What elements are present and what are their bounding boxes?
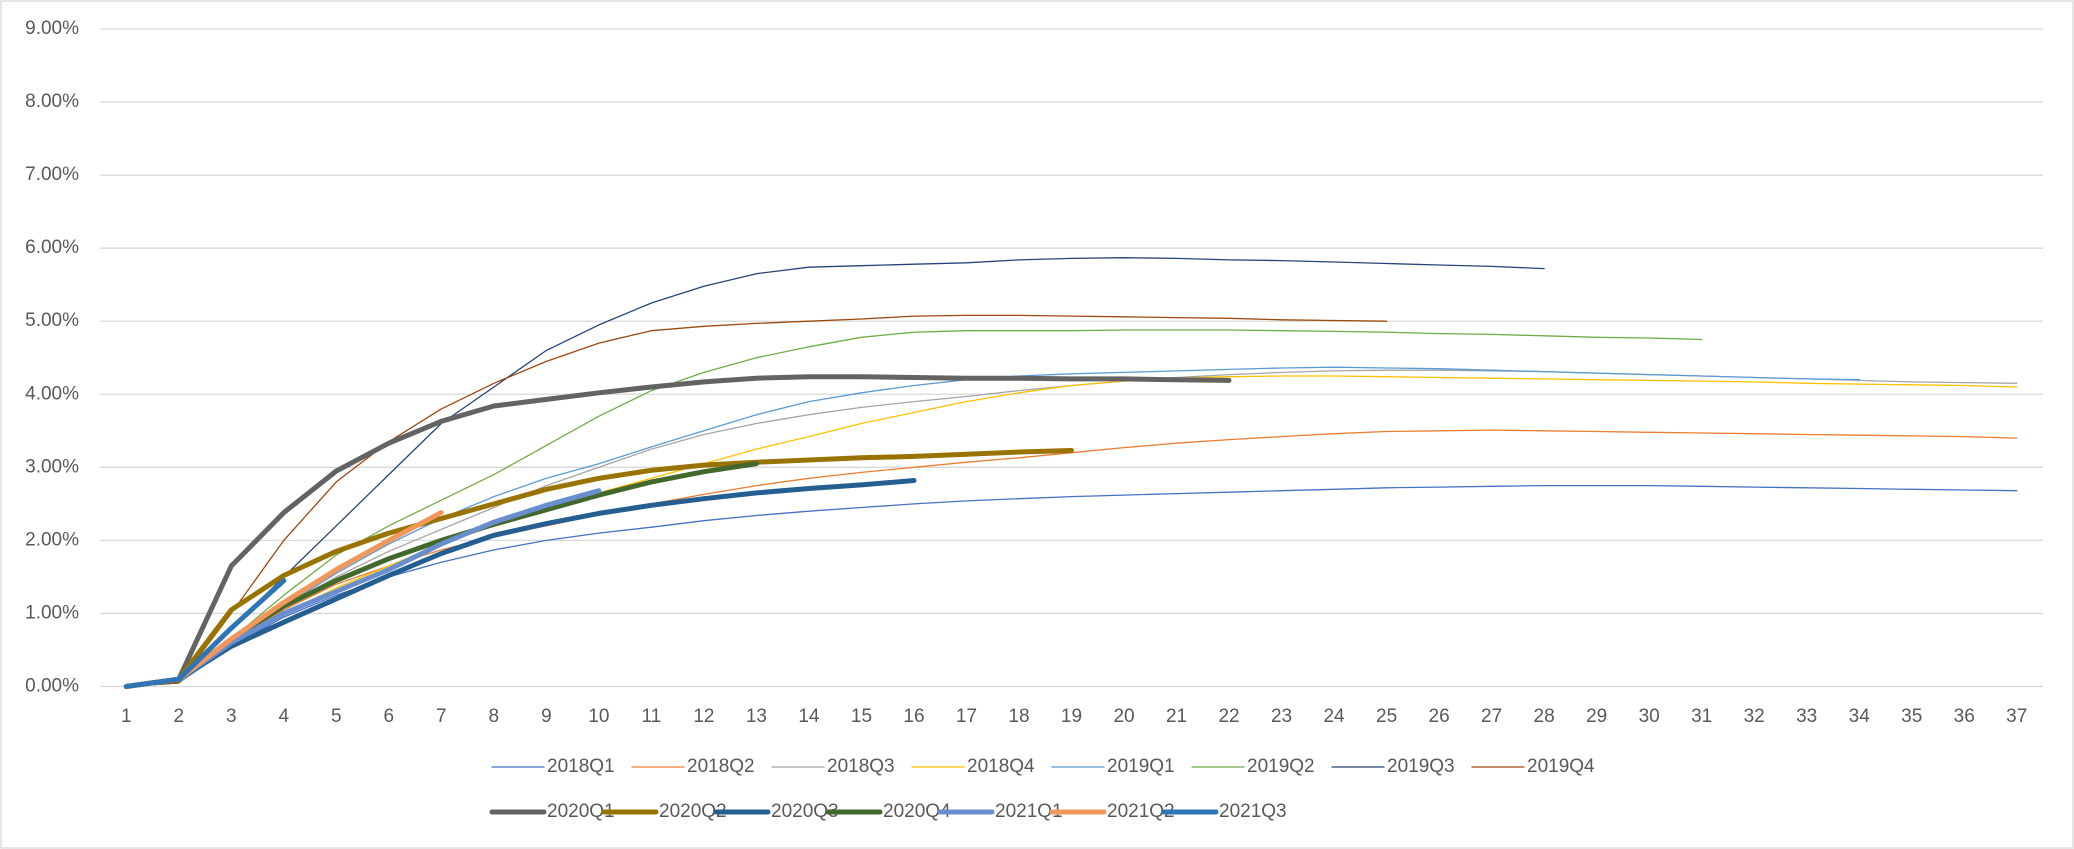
series-line <box>123 448 1074 689</box>
x-tick-label: 1 <box>121 706 132 727</box>
y-tick-label: 8.00% <box>25 91 79 112</box>
x-tick-label: 2 <box>173 706 184 727</box>
legend-label: 2019Q2 <box>1247 756 1315 777</box>
series-line <box>123 578 287 689</box>
y-tick-label: 6.00% <box>25 237 79 258</box>
x-tick-label: 15 <box>851 706 872 727</box>
x-tick-label: 31 <box>1691 706 1712 727</box>
legend-label: 2019Q1 <box>1107 756 1175 777</box>
legend-label: 2020Q1 <box>547 801 615 822</box>
x-tick-label: 3 <box>226 706 237 727</box>
x-tick-label: 13 <box>746 706 767 727</box>
x-tick-label: 24 <box>1323 706 1345 727</box>
x-tick-label: 20 <box>1113 706 1134 727</box>
x-tick-label: 21 <box>1166 706 1187 727</box>
legend-label: 2018Q4 <box>967 756 1035 777</box>
x-tick-label: 34 <box>1849 706 1871 727</box>
x-tick-label: 19 <box>1061 706 1082 727</box>
x-tick-label: 7 <box>436 706 447 727</box>
x-tick-label: 8 <box>489 706 500 727</box>
x-tick-label: 18 <box>1008 706 1029 727</box>
x-tick-label: 16 <box>903 706 924 727</box>
x-tick-label: 22 <box>1218 706 1239 727</box>
legend-label: 2020Q2 <box>659 801 727 822</box>
legend-label: 2018Q1 <box>547 756 615 777</box>
x-tick-label: 12 <box>693 706 714 727</box>
x-tick-label: 35 <box>1901 706 1922 727</box>
x-tick-label: 29 <box>1586 706 1607 727</box>
y-tick-label: 3.00% <box>25 456 79 477</box>
series-line <box>125 484 2018 688</box>
grid <box>100 28 2043 688</box>
y-tick-label: 2.00% <box>25 529 79 550</box>
labels: 0.00% 1.00% 2.00% 3.00% 4.00% 5.00% 6.00% 7.00%… <box>25 18 2027 822</box>
legend-label: 2018Q2 <box>687 756 755 777</box>
legend-label: 2021Q3 <box>1219 801 1287 822</box>
series-line <box>123 478 917 689</box>
legend-label: 2021Q2 <box>1107 801 1175 822</box>
x-tick-label: 14 <box>798 706 820 727</box>
legend-label: 2021Q1 <box>995 801 1063 822</box>
y-tick-label: 7.00% <box>25 164 79 185</box>
x-tick-label: 4 <box>279 706 290 727</box>
x-tick-label: 33 <box>1796 706 1817 727</box>
series-line <box>123 374 1232 689</box>
series-line <box>125 314 1388 688</box>
y-tick-label: 9.00% <box>25 18 79 39</box>
legend-label: 2020Q3 <box>771 801 839 822</box>
y-tick-label: 4.00% <box>25 383 79 404</box>
legend-label: 2019Q3 <box>1387 756 1455 777</box>
x-tick-label: 30 <box>1639 706 1660 727</box>
x-tick-label: 32 <box>1744 706 1765 727</box>
y-tick-label: 0.00% <box>25 676 79 697</box>
x-tick-label: 6 <box>384 706 395 727</box>
x-tick-label: 25 <box>1376 706 1397 727</box>
x-tick-label: 28 <box>1534 706 1555 727</box>
legend-label: 2019Q4 <box>1527 756 1595 777</box>
x-tick-label: 10 <box>588 706 609 727</box>
x-tick-label: 36 <box>1954 706 1975 727</box>
x-tick-label: 5 <box>331 706 342 727</box>
series-line <box>125 329 1703 688</box>
legend-label: 2018Q3 <box>827 756 895 777</box>
x-tick-label: 37 <box>2006 706 2027 727</box>
legend-label: 2020Q4 <box>883 801 951 822</box>
x-tick-label: 23 <box>1271 706 1292 727</box>
y-tick-label: 1.00% <box>25 602 79 623</box>
x-tick-label: 17 <box>956 706 977 727</box>
x-tick-label: 11 <box>642 706 662 727</box>
lines <box>123 257 2018 689</box>
x-tick-label: 9 <box>541 706 552 727</box>
x-tick-label: 26 <box>1429 706 1450 727</box>
x-tick-label: 27 <box>1481 706 1502 727</box>
y-tick-label: 5.00% <box>25 310 79 331</box>
series-line <box>125 257 1545 688</box>
